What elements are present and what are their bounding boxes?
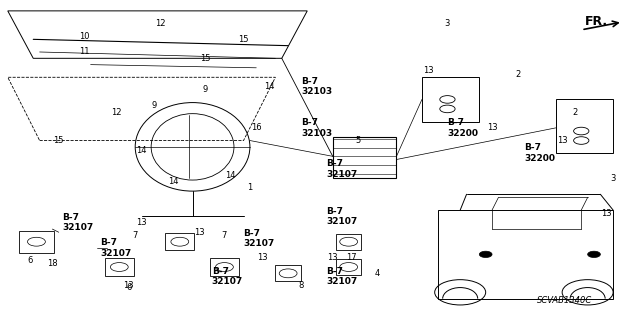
Circle shape xyxy=(588,251,600,257)
Text: B-7
32107: B-7 32107 xyxy=(62,213,93,233)
Text: 13: 13 xyxy=(487,123,497,132)
Text: 13: 13 xyxy=(257,253,268,262)
Text: 9: 9 xyxy=(152,101,157,110)
Text: 13: 13 xyxy=(124,281,134,291)
Text: FR.: FR. xyxy=(584,15,607,28)
Text: 3: 3 xyxy=(445,19,450,28)
Text: 5: 5 xyxy=(356,136,361,145)
Text: 15: 15 xyxy=(200,54,211,63)
Text: 8: 8 xyxy=(298,281,303,291)
Text: B-7
32107: B-7 32107 xyxy=(326,267,358,286)
Text: B-7
32107: B-7 32107 xyxy=(326,207,358,226)
Text: 13: 13 xyxy=(194,228,204,237)
Text: 10: 10 xyxy=(79,32,90,41)
Text: 11: 11 xyxy=(79,48,90,56)
Circle shape xyxy=(479,251,492,257)
Text: 6: 6 xyxy=(126,283,132,292)
Text: 13: 13 xyxy=(136,218,147,227)
Text: 12: 12 xyxy=(111,108,122,116)
Text: B-7
32107: B-7 32107 xyxy=(326,159,358,179)
Text: B-7
32107: B-7 32107 xyxy=(212,267,243,286)
Text: 6: 6 xyxy=(28,256,33,265)
Text: 13: 13 xyxy=(557,136,568,145)
Text: 14: 14 xyxy=(225,171,236,180)
Text: 17: 17 xyxy=(346,253,357,262)
Text: 15: 15 xyxy=(54,136,64,145)
Text: 18: 18 xyxy=(47,259,58,268)
Text: 4: 4 xyxy=(375,269,380,278)
Text: 14: 14 xyxy=(264,82,275,91)
Text: SCVAB1340C: SCVAB1340C xyxy=(537,296,592,305)
Text: 13: 13 xyxy=(602,209,612,218)
Text: 14: 14 xyxy=(168,177,179,186)
Text: 15: 15 xyxy=(238,35,249,44)
Text: 12: 12 xyxy=(156,19,166,28)
Text: 2: 2 xyxy=(515,70,520,78)
Text: 13: 13 xyxy=(328,253,338,262)
Text: 1: 1 xyxy=(247,183,253,192)
Text: B-7
32107: B-7 32107 xyxy=(100,238,131,258)
Text: B-7
32107: B-7 32107 xyxy=(244,229,275,248)
Text: 9: 9 xyxy=(203,85,208,94)
Text: 2: 2 xyxy=(572,108,577,116)
Text: 13: 13 xyxy=(423,66,434,76)
Text: B-7
32200: B-7 32200 xyxy=(447,118,479,137)
Text: 3: 3 xyxy=(611,174,616,183)
Text: B-7
32103: B-7 32103 xyxy=(301,118,332,137)
Text: B-7
32103: B-7 32103 xyxy=(301,77,332,96)
Text: B-7
32200: B-7 32200 xyxy=(524,144,555,163)
Text: 7: 7 xyxy=(221,231,227,240)
Text: 14: 14 xyxy=(136,145,147,154)
Text: 7: 7 xyxy=(132,231,138,240)
Text: 16: 16 xyxy=(251,123,262,132)
